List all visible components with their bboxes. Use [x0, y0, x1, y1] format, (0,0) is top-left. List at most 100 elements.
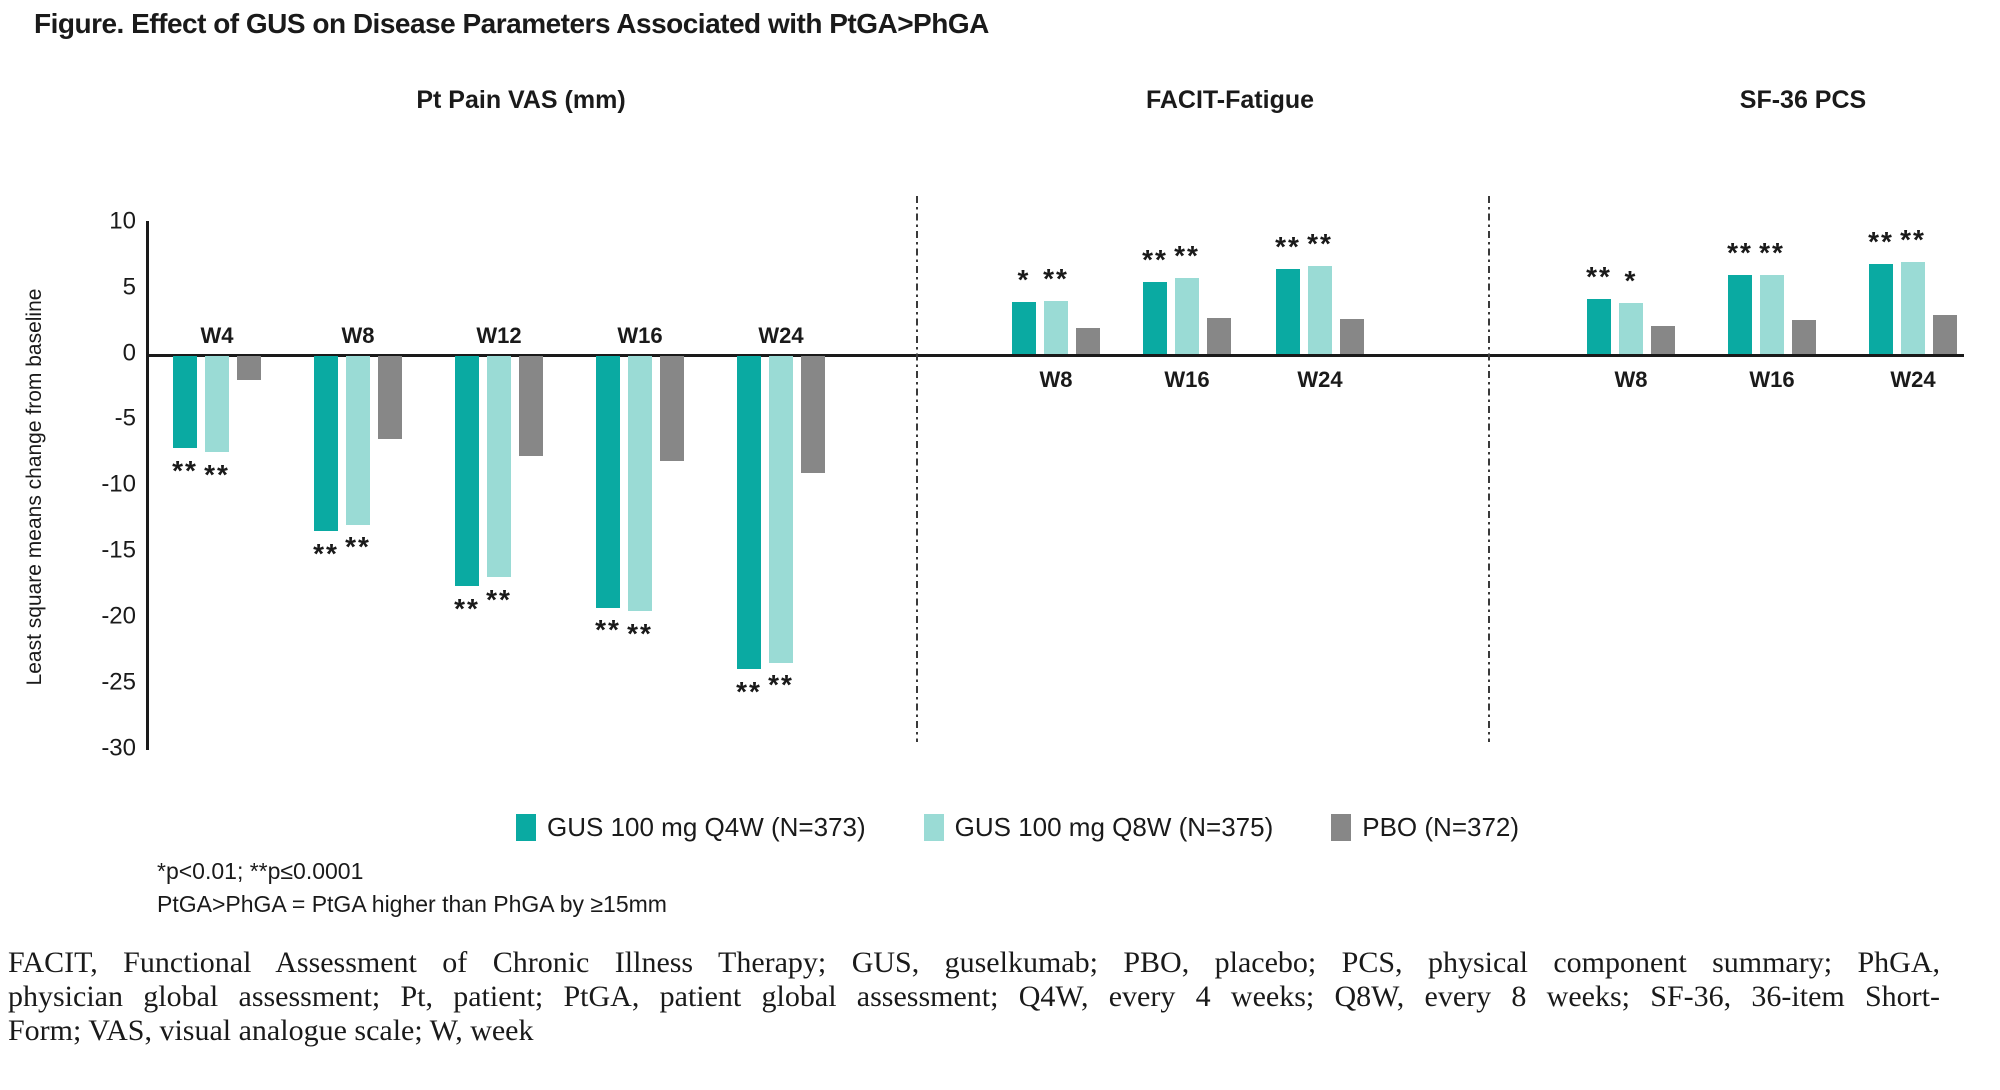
significance-footnote: *p<0.01; **p≤0.0001	[157, 858, 364, 884]
significance-marker: **	[627, 617, 653, 649]
significance-marker: **	[736, 675, 762, 707]
bar-w12-series-0	[455, 356, 479, 587]
y-tick-label: -30	[101, 734, 136, 762]
category-label: W8	[1039, 366, 1073, 392]
category-label: W4	[200, 322, 234, 348]
bar-w8-series-1	[1619, 303, 1643, 355]
significance-marker: **	[345, 531, 371, 563]
significance-marker: **	[454, 592, 480, 624]
significance-marker: **	[1868, 225, 1894, 257]
significance-marker: *	[1624, 265, 1638, 297]
bar-w24-series-2	[801, 356, 825, 474]
bar-w24-series-2	[1933, 314, 1957, 355]
legend-label: GUS 100 mg Q8W (N=375)	[954, 812, 1274, 842]
bar-w4-series-1	[205, 356, 229, 453]
definition-footnote: PtGA>PhGA = PtGA higher than PhGA by ≥15…	[157, 891, 667, 917]
bar-w24-series-1	[1308, 266, 1332, 355]
significance-marker: **	[486, 583, 512, 615]
category-label: W24	[1297, 366, 1343, 392]
y-axis-line	[146, 221, 149, 750]
bar-w16-series-0	[596, 356, 620, 608]
y-tick-label: -5	[114, 404, 136, 432]
panel-divider-line	[1488, 196, 1490, 742]
filled-square-icon	[516, 814, 536, 841]
filled-square-icon	[1331, 814, 1352, 841]
y-tick-label: -20	[101, 602, 136, 630]
category-label: W16	[617, 322, 663, 348]
bar-w16-series-2	[1792, 320, 1816, 355]
legend-label: GUS 100 mg Q4W (N=373)	[547, 812, 866, 842]
bar-w8-series-2	[378, 356, 402, 439]
bar-w16-series-0	[1143, 282, 1167, 355]
bar-w16-series-0	[1728, 275, 1752, 355]
y-tick-label: -10	[101, 470, 136, 498]
legend-item-pbo: PBO (N=372)	[1331, 812, 1519, 843]
bar-w4-series-2	[237, 356, 261, 380]
filled-square-icon	[923, 814, 944, 841]
abbreviations-line: Form; VAS, visual analogue scale; W, wee…	[8, 1014, 534, 1047]
significance-marker: **	[204, 458, 230, 490]
y-tick-label: -15	[101, 536, 136, 564]
bar-w16-series-1	[628, 356, 652, 612]
significance-marker: **	[1307, 228, 1333, 260]
panel-title: SF-36 PCS	[1739, 86, 1867, 114]
category-label: W12	[476, 322, 522, 348]
figure-title: Figure. Effect of GUS on Disease Paramet…	[34, 8, 989, 39]
abbreviations-line: physician global assessment; Pt, patient…	[8, 980, 1940, 1013]
significance-marker: **	[172, 454, 198, 486]
bar-w24-series-1	[769, 356, 793, 663]
panel-title: FACIT-Fatigue	[1145, 86, 1315, 114]
legend: GUS 100 mg Q4W (N=373) GUS 100 mg Q8W (N…	[516, 812, 1519, 843]
bar-w16-series-1	[1175, 278, 1199, 355]
significance-marker: **	[1759, 237, 1785, 269]
bar-w24-series-0	[1276, 268, 1300, 355]
panel-title: Pt Pain VAS (mm)	[416, 86, 626, 114]
bar-w24-series-1	[1901, 262, 1925, 355]
y-tick-label: -25	[101, 668, 136, 696]
significance-marker: **	[1586, 261, 1612, 293]
significance-marker: **	[1275, 230, 1301, 262]
y-tick-label: 5	[122, 273, 136, 301]
bar-w24-series-2	[1340, 318, 1364, 355]
abbreviations-line: FACIT, Functional Assessment of Chronic …	[8, 946, 1940, 979]
bar-w16-series-1	[1760, 275, 1784, 355]
bar-w16-series-2	[660, 356, 684, 462]
bar-w8-series-0	[1587, 299, 1611, 355]
abbreviations-block: FACIT, Functional Assessment of Chronic …	[8, 946, 1940, 1048]
bar-w8-series-0	[1012, 301, 1036, 355]
y-tick-label: 0	[122, 339, 136, 367]
significance-marker: **	[1142, 244, 1168, 276]
y-axis-title: Least square means change from baseline	[23, 288, 46, 686]
significance-marker: **	[595, 614, 621, 646]
bar-w8-series-1	[346, 356, 370, 525]
significance-marker: **	[1043, 262, 1069, 294]
y-tick-label: 10	[109, 207, 136, 235]
significance-marker: **	[768, 669, 794, 701]
significance-marker: **	[1174, 240, 1200, 272]
category-label: W8	[341, 322, 375, 348]
bar-w8-series-1	[1044, 300, 1068, 355]
panel-divider-line	[916, 196, 918, 742]
legend-item-gus-q4w: GUS 100 mg Q4W (N=373)	[516, 812, 866, 843]
bar-w12-series-2	[519, 356, 543, 457]
bar-w12-series-1	[487, 356, 511, 578]
category-label: W24	[758, 322, 804, 348]
significance-marker: *	[1017, 263, 1031, 295]
bar-w24-series-0	[1869, 263, 1893, 355]
bar-w8-series-2	[1076, 328, 1100, 355]
category-label: W24	[1890, 366, 1936, 392]
category-label: W16	[1749, 366, 1795, 392]
bar-w8-series-0	[314, 356, 338, 532]
bar-w16-series-2	[1207, 317, 1231, 355]
bar-w4-series-0	[173, 356, 197, 449]
significance-marker: **	[1900, 224, 1926, 256]
x-axis-zero-line	[146, 354, 1964, 357]
significance-marker: **	[1727, 237, 1753, 269]
bar-w8-series-2	[1651, 325, 1675, 355]
legend-label: PBO (N=372)	[1362, 812, 1520, 842]
significance-marker: **	[313, 537, 339, 569]
bar-w24-series-0	[737, 356, 761, 670]
category-label: W16	[1164, 366, 1210, 392]
